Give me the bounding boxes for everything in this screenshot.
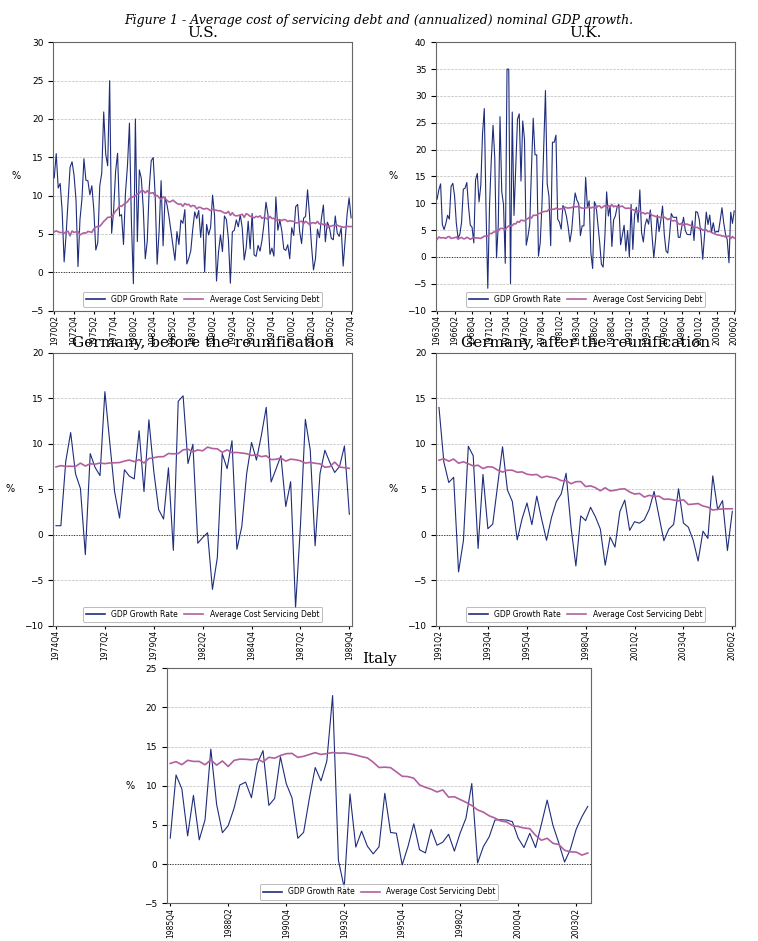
Text: Figure 1 - Average cost of servicing debt and (annualized) nominal GDP growth.: Figure 1 - Average cost of servicing deb… <box>124 14 634 27</box>
Title: U.K.: U.K. <box>569 25 602 40</box>
Legend: GDP Growth Rate, Average Cost Servicing Debt: GDP Growth Rate, Average Cost Servicing … <box>83 292 322 307</box>
Legend: GDP Growth Rate, Average Cost Servicing Debt: GDP Growth Rate, Average Cost Servicing … <box>83 607 322 622</box>
Y-axis label: %: % <box>389 485 398 494</box>
Legend: GDP Growth Rate, Average Cost Servicing Debt: GDP Growth Rate, Average Cost Servicing … <box>466 292 705 307</box>
Title: U.S.: U.S. <box>187 25 218 40</box>
Title: Germany, before the reunification: Germany, before the reunification <box>72 336 334 350</box>
Title: Germany, after the reunification: Germany, after the reunification <box>461 336 710 350</box>
Legend: GDP Growth Rate, Average Cost Servicing Debt: GDP Growth Rate, Average Cost Servicing … <box>466 607 705 622</box>
Legend: GDP Growth Rate, Average Cost Servicing Debt: GDP Growth Rate, Average Cost Servicing … <box>259 885 499 900</box>
Title: Italy: Italy <box>362 651 396 665</box>
Y-axis label: %: % <box>11 171 20 182</box>
Y-axis label: %: % <box>125 781 134 790</box>
Y-axis label: %: % <box>389 171 398 182</box>
Y-axis label: %: % <box>6 485 15 494</box>
